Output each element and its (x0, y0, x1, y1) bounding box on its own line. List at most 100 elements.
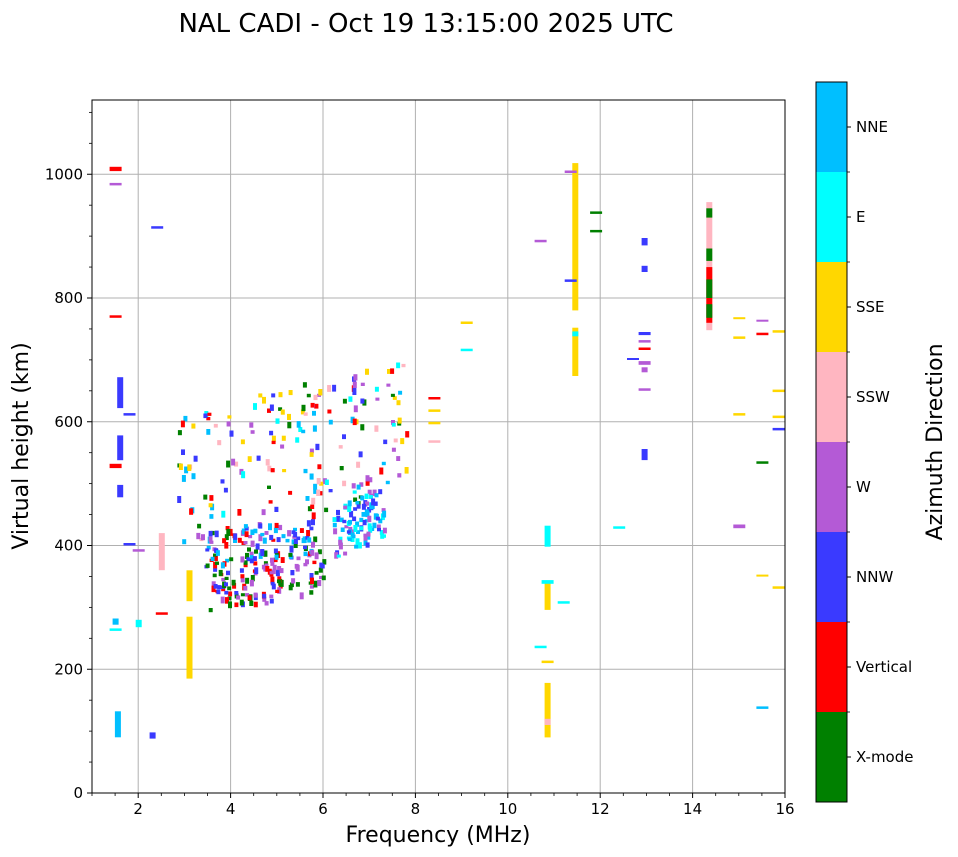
echo-mark (278, 407, 283, 411)
echo-mark (240, 556, 245, 563)
echo-mark (217, 440, 222, 446)
echo-segment (544, 682, 551, 738)
echo-mark (226, 460, 231, 468)
echo-mark (269, 534, 274, 541)
echo-segment (733, 524, 746, 529)
echo-segment (117, 435, 124, 461)
echo-mark (221, 510, 226, 518)
colorbar-tick-label: X-mode (856, 748, 913, 766)
echo-mark (307, 537, 312, 543)
echo-mark (311, 497, 316, 505)
echo-segment (186, 570, 193, 602)
echo-segment (544, 525, 551, 547)
echo-mark (193, 455, 198, 462)
echo-mark (269, 430, 274, 436)
echo-mark (293, 527, 297, 532)
echo-mark (340, 527, 345, 532)
echo-mark (184, 466, 189, 474)
echo-mark (312, 410, 316, 416)
echo-mark (347, 500, 352, 507)
echo-mark (279, 579, 284, 587)
echo-mark (197, 523, 202, 529)
echo-mark (343, 551, 348, 556)
y-axis-ticks: 0 200 400 600 800 1000 (45, 111, 92, 802)
echo-mark (258, 534, 263, 542)
echo-mark (256, 455, 261, 461)
echo-segment (557, 601, 570, 604)
echo-mark (375, 397, 380, 401)
echo-mark (332, 384, 337, 392)
echo-mark (348, 519, 352, 525)
echo-mark (247, 595, 252, 601)
echo-mark (314, 571, 319, 575)
echo-mark (309, 573, 314, 580)
echo-segment (706, 208, 713, 218)
echo-mark (212, 556, 217, 561)
echo-mark (347, 537, 352, 542)
echo-mark (245, 593, 250, 597)
echo-mark (296, 421, 301, 428)
echo-mark (303, 545, 307, 550)
echo-mark (316, 489, 321, 496)
echo-mark (310, 402, 315, 408)
echo-mark (342, 398, 347, 404)
echo-mark (374, 493, 379, 498)
colorbar-swatch-vertical (816, 622, 847, 712)
echo-mark (293, 542, 298, 548)
echo-mark (390, 393, 395, 397)
echo-mark (280, 409, 285, 415)
echo-mark (269, 404, 274, 411)
echo-mark (269, 598, 274, 604)
colorbar-tick-label: W (856, 478, 871, 496)
echo-segment (460, 321, 473, 324)
echo-mark (261, 509, 266, 516)
echo-mark (206, 417, 211, 421)
echo-segment (572, 331, 579, 337)
colorbar-swatch-sse (816, 262, 847, 352)
y-tick-label: 200 (54, 660, 83, 678)
y-tick-label: 1000 (45, 165, 83, 183)
echo-mark (355, 501, 360, 505)
echo-mark (226, 421, 231, 427)
echo-mark (215, 550, 220, 556)
echo-mark (369, 502, 374, 510)
echo-mark (181, 449, 185, 455)
echo-mark (246, 557, 251, 562)
echo-mark (303, 468, 308, 474)
echo-mark (339, 517, 344, 523)
echo-mark (225, 597, 229, 604)
echo-mark (397, 421, 402, 426)
colorbar-tick-label: NNE (856, 118, 888, 136)
echo-mark (317, 580, 322, 587)
echo-mark (227, 415, 232, 419)
echo-mark (285, 538, 290, 543)
echo-mark (254, 567, 259, 574)
echo-mark (397, 473, 402, 478)
echo-segment (641, 367, 648, 373)
echo-mark (372, 522, 377, 529)
echo-mark (252, 556, 257, 561)
echo-mark (364, 519, 369, 523)
echo-segment (756, 574, 769, 577)
echo-mark (339, 466, 344, 471)
echo-segment (772, 415, 785, 419)
echo-mark (271, 393, 276, 398)
echo-mark (229, 557, 234, 562)
echo-mark (213, 584, 218, 589)
echo-mark (301, 404, 306, 412)
echo-mark (350, 532, 355, 537)
echo-mark (352, 388, 357, 395)
echo-mark (336, 515, 341, 522)
echo-mark (342, 480, 347, 487)
echo-segment (706, 248, 713, 261)
echo-mark (359, 526, 364, 531)
echo-segment (590, 229, 603, 233)
colorbar-swatch-w (816, 442, 847, 532)
echo-mark (215, 561, 219, 565)
echo-mark (365, 542, 370, 548)
echo-mark (178, 463, 183, 470)
echo-segment (733, 336, 746, 339)
echo-mark (292, 535, 297, 539)
echo-mark (362, 519, 367, 526)
